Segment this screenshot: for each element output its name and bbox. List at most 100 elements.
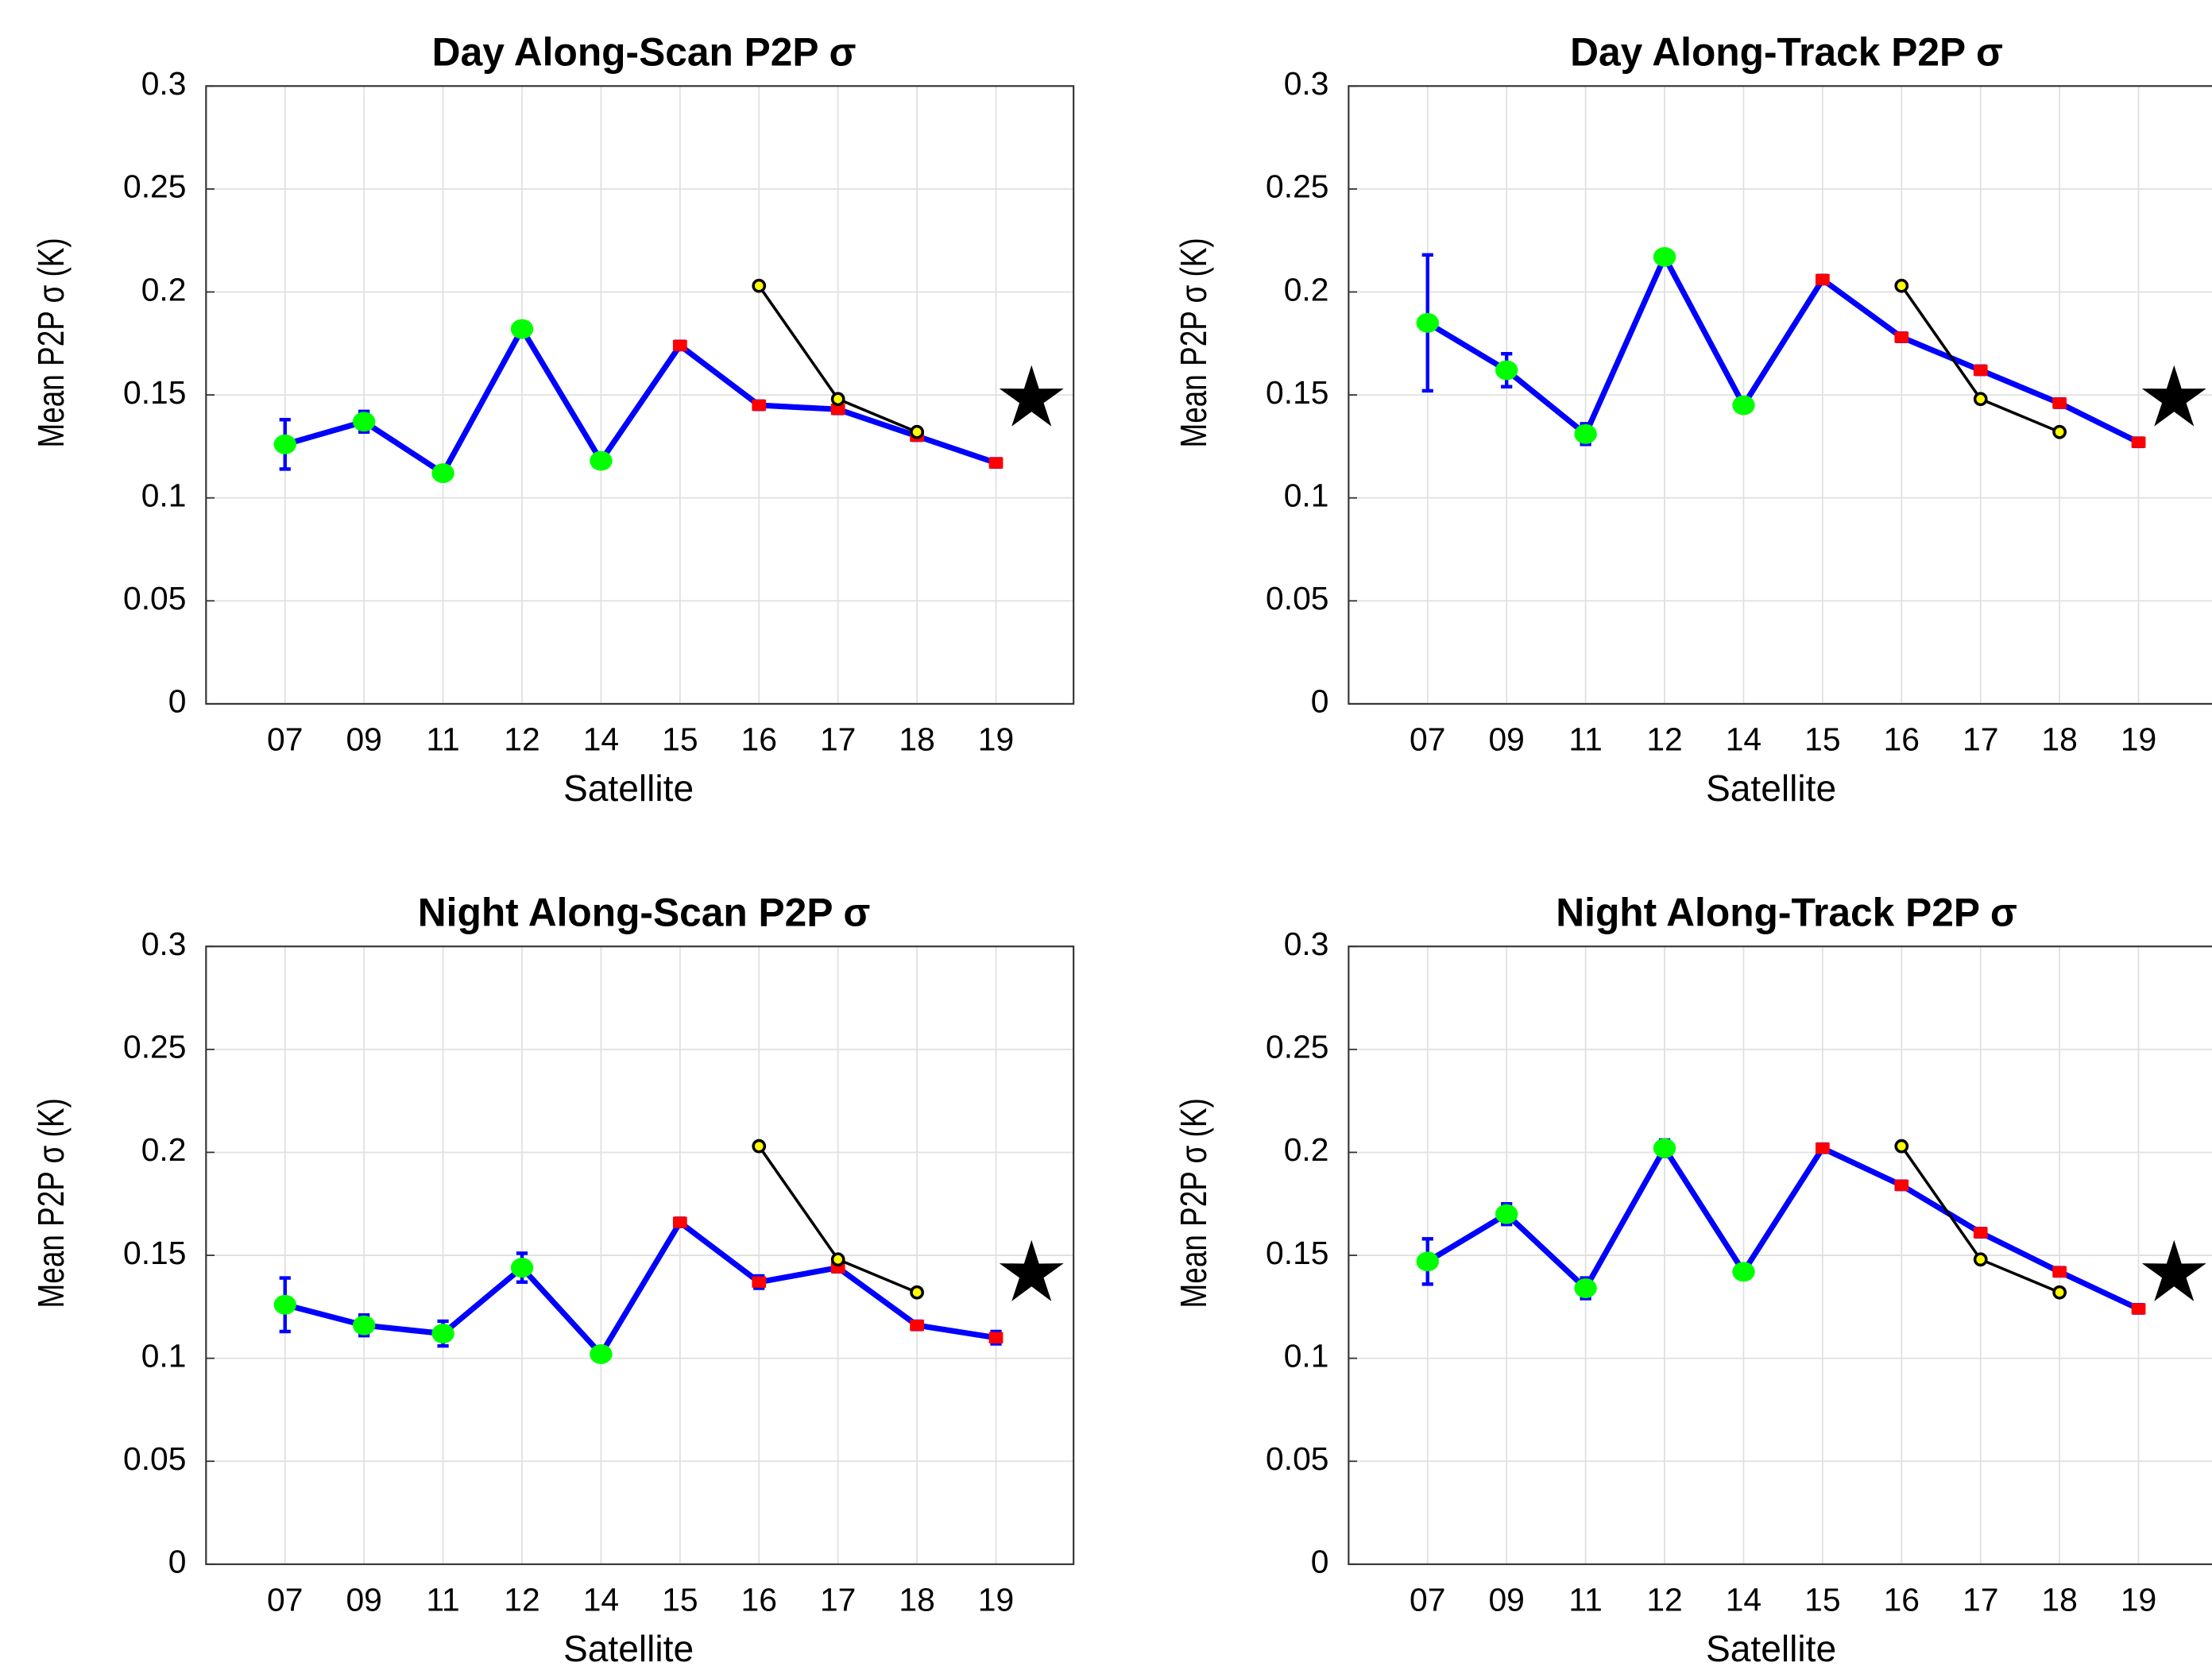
y-tick-label: 0.2 bbox=[141, 1131, 187, 1168]
series-line bbox=[1425, 1142, 2140, 1312]
point bbox=[1574, 1278, 1597, 1298]
y-axis-label: Mean P2P σ (K) bbox=[30, 238, 72, 447]
point bbox=[510, 1258, 534, 1278]
x-tick-label: 14 bbox=[583, 721, 619, 758]
x-tick-label: 14 bbox=[583, 1582, 619, 1618]
x-tick-label: 18 bbox=[899, 1582, 934, 1618]
x-axis-label: Satellite bbox=[563, 767, 694, 809]
point bbox=[988, 1332, 1004, 1343]
y-tick-label: 0 bbox=[1311, 1544, 1329, 1580]
point bbox=[830, 1252, 845, 1267]
star-marker bbox=[999, 365, 1064, 427]
y-axis-label: Mean P2P σ (K) bbox=[1173, 238, 1214, 447]
x-tick-label: 15 bbox=[1804, 1582, 1840, 1618]
y-tick-label: 0.25 bbox=[123, 168, 186, 205]
x-tick-label: 12 bbox=[1646, 1582, 1682, 1618]
y-tick-label: 0.15 bbox=[123, 1235, 186, 1271]
x-tick-label: 12 bbox=[504, 1582, 539, 1618]
point bbox=[830, 404, 845, 416]
x-tick-label: 17 bbox=[820, 721, 856, 758]
star-marker bbox=[999, 1239, 1064, 1301]
point bbox=[1815, 273, 1830, 286]
x-tick-label: 14 bbox=[1726, 1582, 1761, 1618]
series-line bbox=[1425, 250, 2140, 445]
chart-panel: 07 09 11 12 14 15 16 17 18 19 0 0.05 0.1 0.15 0.2 0.25 0… bbox=[1173, 890, 2212, 1669]
chart-title: Day Along-Scan P2P σ bbox=[432, 29, 857, 74]
point bbox=[1894, 1138, 1909, 1154]
point bbox=[431, 463, 454, 484]
x-tick-label: 11 bbox=[426, 721, 459, 758]
plot-frame bbox=[205, 85, 1075, 705]
point bbox=[910, 424, 924, 439]
point bbox=[1732, 395, 1755, 416]
y-tick-label: 0.05 bbox=[1266, 580, 1328, 617]
point bbox=[1894, 278, 1909, 293]
y-tick-label: 0.05 bbox=[123, 580, 186, 617]
point bbox=[752, 278, 767, 293]
x-tick-label: 19 bbox=[2121, 1582, 2156, 1618]
point bbox=[510, 319, 534, 339]
chart-title: Day Along-Track P2P σ bbox=[1570, 29, 2003, 74]
y-tick-label: 0.15 bbox=[1266, 374, 1328, 411]
y-tick-label: 0 bbox=[168, 1544, 187, 1580]
x-tick-label: 17 bbox=[1963, 1582, 1998, 1618]
y-tick-label: 0 bbox=[168, 683, 187, 720]
point bbox=[1653, 247, 1676, 267]
point bbox=[752, 1138, 767, 1154]
y-tick-label: 0.2 bbox=[141, 271, 187, 307]
x-tick-label: 17 bbox=[1963, 721, 1998, 758]
y-tick-label: 0.1 bbox=[1284, 477, 1329, 513]
x-axis-label: Satellite bbox=[563, 1628, 694, 1669]
x-tick-label: 15 bbox=[662, 1582, 698, 1618]
x-tick-label: 16 bbox=[741, 721, 777, 758]
point bbox=[1894, 1179, 1909, 1192]
point bbox=[672, 339, 687, 351]
point bbox=[1495, 360, 1518, 381]
x-tick-label: 15 bbox=[662, 721, 698, 758]
star-marker bbox=[2141, 365, 2206, 427]
point bbox=[1973, 392, 1988, 407]
star-marker bbox=[2141, 1239, 2206, 1301]
x-tick-label: 19 bbox=[978, 721, 1014, 758]
x-tick-label: 11 bbox=[426, 1582, 459, 1618]
y-tick-label: 0.3 bbox=[1284, 926, 1329, 962]
x-tick-label: 09 bbox=[346, 721, 381, 758]
point bbox=[1574, 423, 1597, 444]
point bbox=[910, 1285, 924, 1300]
x-tick-label: 18 bbox=[2041, 721, 2077, 758]
point bbox=[2131, 436, 2146, 448]
y-tick-label: 0.25 bbox=[1266, 168, 1328, 205]
chart-title: Night Along-Track P2P σ bbox=[1556, 890, 2017, 934]
y-axis-label: Mean P2P σ (K) bbox=[30, 1098, 72, 1308]
plot-frame bbox=[1348, 85, 2212, 705]
point bbox=[1815, 1142, 1830, 1154]
x-tick-label: 16 bbox=[1884, 1582, 1920, 1618]
point bbox=[2131, 1303, 2146, 1315]
x-tick-label: 07 bbox=[1410, 1582, 1445, 1618]
point bbox=[273, 434, 296, 454]
point bbox=[1973, 364, 1988, 377]
point bbox=[1894, 331, 1909, 343]
point bbox=[2052, 1285, 2067, 1300]
chart-panel: 07 09 11 12 14 15 16 17 18 19 0 0.05 0.1 0.15 0.2 0.25 0… bbox=[30, 29, 1075, 809]
x-tick-label: 11 bbox=[1568, 721, 1602, 758]
y-tick-label: 0.05 bbox=[1266, 1440, 1328, 1477]
chart-panel: 07 09 11 12 14 15 16 17 18 19 0 0.05 0.1 0.15 0.2 0.25 0… bbox=[1173, 29, 2212, 809]
series-line bbox=[284, 1218, 997, 1359]
y-tick-label: 0.25 bbox=[1266, 1029, 1328, 1065]
point bbox=[1973, 1227, 1988, 1239]
plot-frame bbox=[205, 945, 1075, 1565]
y-tick-label: 0.15 bbox=[1266, 1235, 1328, 1271]
y-tick-label: 0.1 bbox=[1284, 1337, 1329, 1374]
series-line bbox=[284, 323, 997, 477]
x-axis-label: Satellite bbox=[1706, 1628, 1836, 1669]
x-tick-label: 14 bbox=[1726, 721, 1761, 758]
chart-panel: 07 09 11 12 14 15 16 17 18 19 0 0.05 0.1 0.15 0.2 0.25 0… bbox=[30, 890, 1075, 1669]
chart-title: Night Along-Scan P2P σ bbox=[418, 890, 871, 934]
point bbox=[2052, 1266, 2067, 1278]
x-tick-label: 18 bbox=[899, 721, 934, 758]
point bbox=[273, 1294, 296, 1315]
point bbox=[1973, 1252, 1988, 1267]
y-tick-label: 0.1 bbox=[141, 1337, 187, 1374]
x-tick-label: 09 bbox=[346, 1582, 381, 1618]
